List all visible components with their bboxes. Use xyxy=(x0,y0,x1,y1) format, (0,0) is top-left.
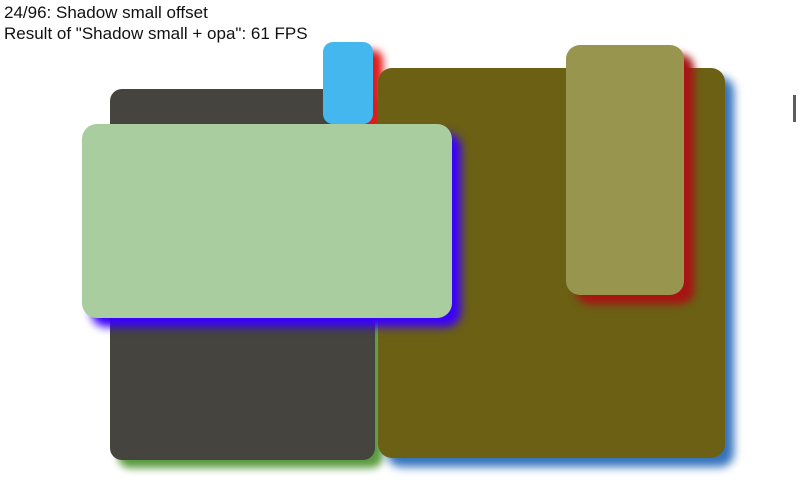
light-olive-card xyxy=(566,45,684,295)
benchmark-result: Result of "Shadow small + opa": 61 FPS xyxy=(4,24,308,43)
light-green-card xyxy=(82,124,452,318)
cyan-chip xyxy=(323,42,373,124)
right-edge-sliver xyxy=(793,95,796,122)
benchmark-header: 24/96: Shadow small offset Result of "Sh… xyxy=(4,2,308,44)
benchmark-title: 24/96: Shadow small offset xyxy=(4,3,208,22)
